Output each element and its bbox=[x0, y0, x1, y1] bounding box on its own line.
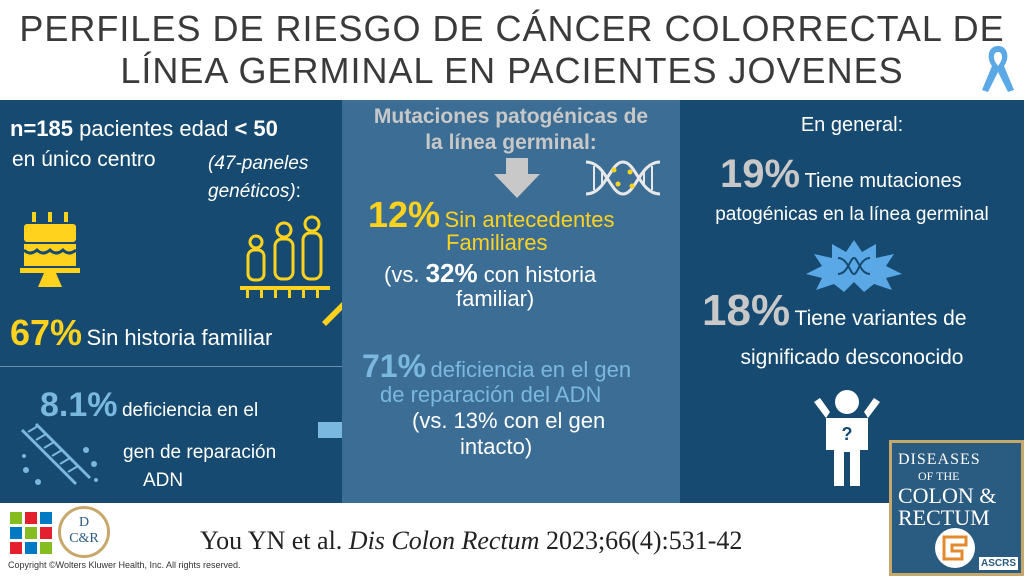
panels-note: (47-paneles genéticos): bbox=[208, 153, 309, 202]
center-line: en único centro bbox=[12, 148, 156, 171]
unknown-variants-stat: 18% Tiene variantes de bbox=[702, 286, 967, 335]
overall-heading: En general: bbox=[800, 114, 904, 136]
wolters-kluwer-logo-icon bbox=[10, 512, 52, 554]
family-history-comparison: (vs. 32% con historia bbox=[384, 258, 597, 288]
sample-size-value: n=185 bbox=[10, 116, 73, 141]
title-line-1: PERFILES DE RIESGO DE CÁNCER COLORRECTAL… bbox=[19, 8, 1005, 49]
no-family-history-stat: 67% Sin historia familiar bbox=[10, 312, 273, 353]
divider bbox=[0, 366, 342, 367]
confused-person-icon: ? bbox=[814, 390, 880, 486]
mmr-mutation-stat: 71% deficiencia en el gen bbox=[362, 348, 632, 384]
mmr-text-line-3: ADN bbox=[143, 470, 184, 491]
awareness-ribbon-icon bbox=[982, 46, 1014, 92]
antecedents-line-2: Familiares bbox=[446, 230, 548, 255]
title-line-2: LÍNEA GERMINAL EN PACIENTES JOVENES bbox=[120, 50, 904, 91]
unknown-variants-line-2: significado desconocido bbox=[740, 346, 964, 369]
intact-gene-comparison-line-2: intacto) bbox=[460, 434, 533, 459]
svg-text:?: ? bbox=[842, 424, 853, 444]
mmr-deficiency-stat: 8.1% deficiencia en el bbox=[40, 386, 259, 424]
intact-gene-comparison: (vs. 13% con el gen bbox=[412, 408, 606, 433]
dna-strand-icon bbox=[20, 422, 98, 486]
center-heading: Mutaciones patogénicas de la línea germi… bbox=[373, 105, 649, 154]
left-panel bbox=[0, 100, 342, 503]
footer bbox=[0, 503, 1024, 576]
mmr-text-line-2: gen de reparación bbox=[123, 442, 277, 463]
citation: You YN et al. Dis Colon Rectum 2023;66(4… bbox=[200, 526, 743, 555]
page-title: PERFILES DE RIESGO DE CÁNCER COLORRECTAL… bbox=[0, 0, 1024, 100]
journal-emblem-icon bbox=[935, 528, 975, 568]
journal-cover: DISEASES OF THE COLON & RECTUM ASCRS bbox=[889, 440, 1024, 576]
birthday-cake-icon bbox=[20, 212, 80, 287]
family-history-comparison-line-2: familiar) bbox=[456, 286, 535, 311]
ascrs-badge: ASCRS bbox=[978, 557, 1018, 570]
no-family-antecedents-stat: 12% Sin antecedentes bbox=[368, 194, 615, 235]
pathogenic-mutations-stat: 19% Tiene mutaciones bbox=[720, 152, 962, 196]
copyright: Copyright ©Wolters Kluwer Health, Inc. A… bbox=[8, 560, 241, 570]
arrow-down-icon bbox=[494, 158, 540, 198]
dna-starburst-icon bbox=[806, 240, 902, 292]
mmr-mutation-line-2: de reparación del ADN bbox=[380, 382, 602, 407]
sample-size-line: n=185 pacientes edad < 50 bbox=[10, 116, 278, 141]
pathogenic-mutations-line-2: patogénicas en la línea germinal bbox=[715, 204, 989, 225]
dna-helix-icon bbox=[585, 160, 661, 196]
family-icon bbox=[240, 215, 330, 298]
dcr-seal-logo: D C&R bbox=[58, 506, 110, 558]
